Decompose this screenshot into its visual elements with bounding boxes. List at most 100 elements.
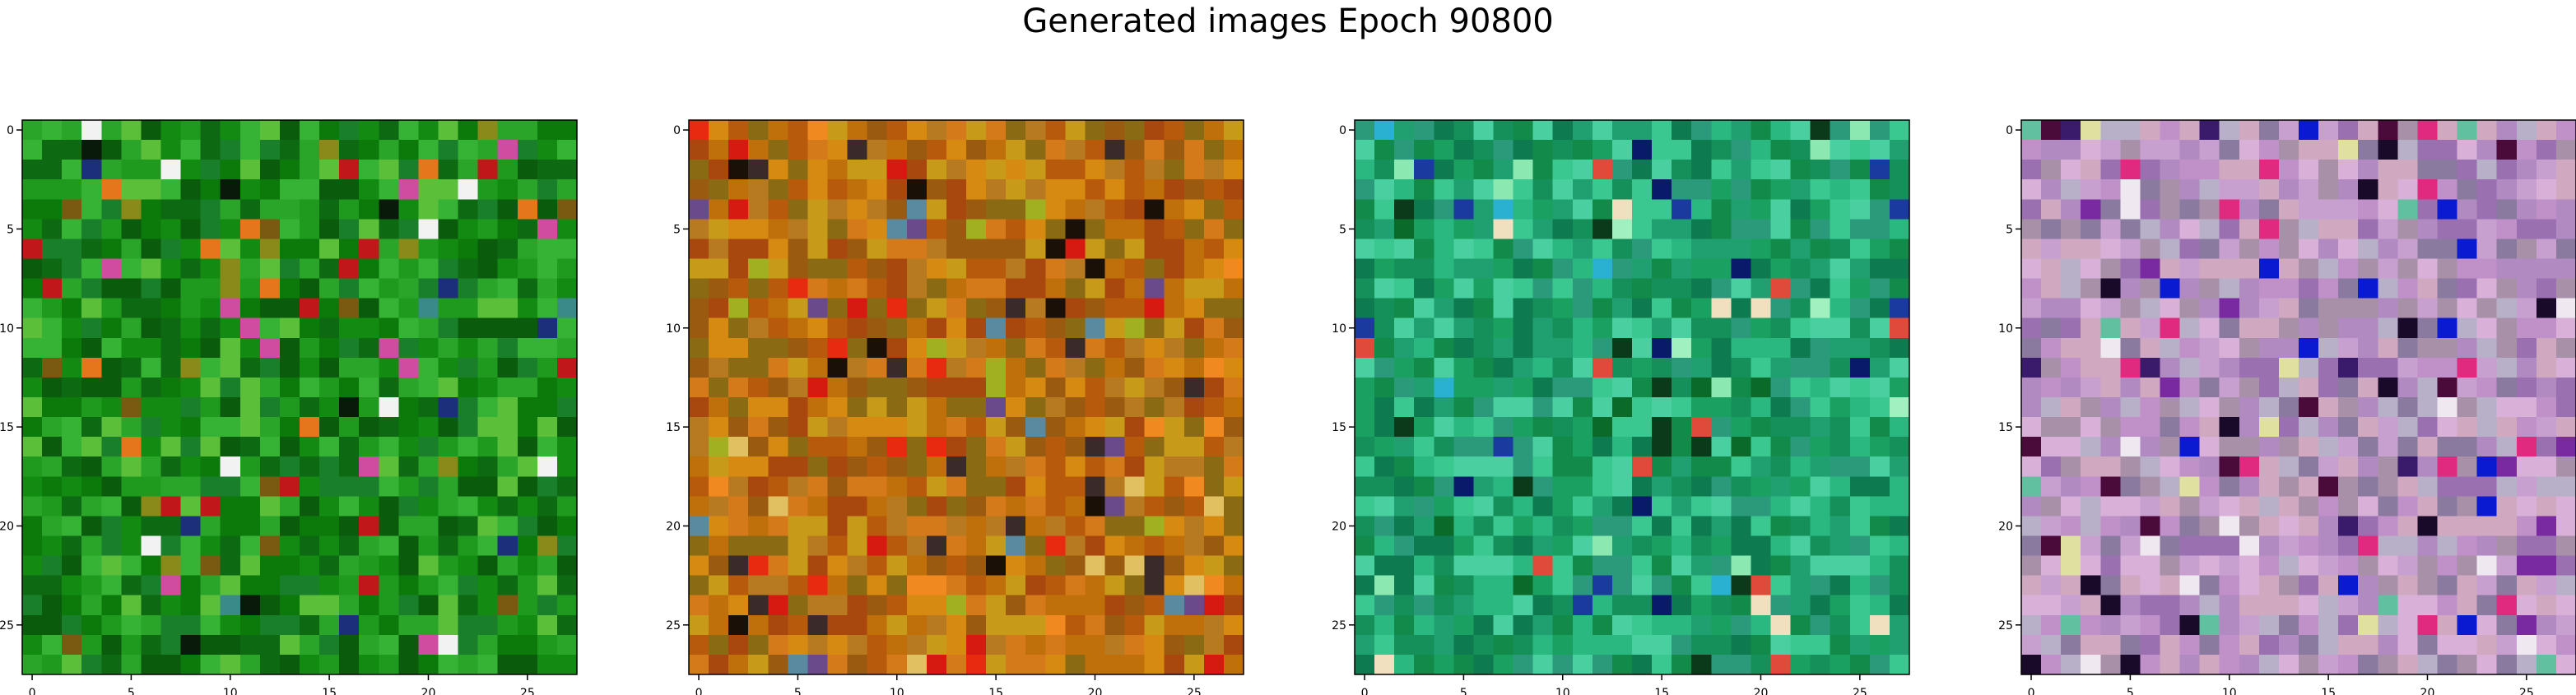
pixel-cell (2200, 516, 2220, 536)
pixel-cell (1573, 219, 1593, 239)
pixel-cell (828, 635, 849, 656)
pixel-cell (81, 437, 102, 457)
pixel-cell (1165, 378, 1185, 398)
pixel-cell (1731, 595, 1751, 616)
pixel-cell (359, 239, 379, 259)
pixel-cell (946, 496, 967, 517)
pixel-cell (748, 536, 769, 557)
pixel-cell (81, 556, 102, 577)
pixel-cell (1165, 299, 1185, 319)
pixel-cell (2259, 576, 2280, 596)
pixel-cell (1553, 279, 1574, 299)
pixel-cell (2338, 576, 2359, 596)
pixel-cell (221, 358, 241, 378)
pixel-cell (2140, 437, 2160, 457)
pixel-cell (2556, 239, 2576, 259)
pixel-cell (2061, 496, 2081, 517)
pixel-cell (1085, 219, 1105, 239)
pixel-cell (1125, 576, 1146, 596)
pixel-cell (62, 299, 82, 319)
pixel-cell (728, 437, 749, 457)
pixel-cell (1065, 239, 1086, 259)
pixel-cell (2338, 259, 2359, 280)
pixel-cell (1414, 595, 1434, 616)
pixel-cell (1434, 397, 1454, 418)
pixel-cell (1105, 556, 1126, 577)
pixel-cell (966, 516, 987, 536)
pixel-cell (1593, 476, 1613, 497)
pixel-cell (2200, 576, 2220, 596)
pixel-cell (2061, 397, 2081, 418)
pixel-cell (498, 417, 518, 438)
pixel-cell (62, 516, 82, 536)
pixel-cell (458, 378, 479, 398)
pixel-cell (748, 199, 769, 220)
pixel-cell (240, 536, 261, 557)
pixel-cell (1533, 516, 1554, 536)
pixel-cell (1494, 140, 1514, 160)
pixel-cell (807, 199, 828, 220)
pixel-cell (1652, 120, 1672, 141)
pixel-cell (418, 299, 439, 319)
pixel-cell (537, 259, 558, 280)
pixel-cell (2160, 655, 2181, 675)
pixel-cell (1394, 655, 1415, 675)
pixel-cell (907, 239, 928, 259)
pixel-cell (161, 358, 182, 378)
pixel-cell (2160, 279, 2181, 299)
pixel-cell (498, 279, 518, 299)
pixel-cell (1473, 456, 1494, 477)
pixel-cell (161, 437, 182, 457)
pixel-cell (439, 299, 459, 319)
y-tick-label: 15 (1332, 421, 1346, 434)
pixel-cell (2457, 279, 2478, 299)
pixel-cell (398, 437, 419, 457)
pixel-cell (141, 179, 161, 200)
pixel-cell (2279, 595, 2299, 616)
pixel-cell (1850, 576, 1871, 596)
pixel-cell (1691, 576, 1712, 596)
pixel-cell (81, 397, 102, 418)
pixel-cell (478, 299, 499, 319)
pixel-cell (1065, 536, 1086, 557)
pixel-cell (1612, 397, 1633, 418)
pixel-cell (887, 279, 908, 299)
pixel-cell (518, 338, 538, 359)
pixel-cell (1593, 140, 1613, 160)
pixel-cell (1533, 635, 1554, 656)
pixel-cell (1652, 595, 1672, 616)
pixel-cell (1374, 655, 1395, 675)
pixel-cell (867, 437, 888, 457)
pixel-cell (260, 299, 281, 319)
pixel-cell (2536, 318, 2557, 339)
pixel-cell (478, 199, 499, 220)
pixel-cell (1434, 556, 1454, 577)
pixel-cell (319, 299, 340, 319)
pixel-cell (709, 259, 729, 280)
pixel-cell (2021, 219, 2042, 239)
pixel-cell (1593, 358, 1613, 378)
pixel-cell (1731, 259, 1751, 280)
pixel-cell (1593, 536, 1613, 557)
pixel-cell (2259, 179, 2280, 200)
pixel-cell (1184, 239, 1205, 259)
pixel-cell (1830, 635, 1851, 656)
pixel-cell (240, 318, 261, 339)
pixel-cell (101, 595, 122, 616)
pixel-cell (2338, 536, 2359, 557)
pixel-cell (807, 299, 828, 319)
pixel-cell (1514, 239, 1534, 259)
pixel-cell (101, 140, 122, 160)
pixel-cell (2318, 179, 2339, 200)
pixel-cell (1025, 556, 1046, 577)
pixel-cell (498, 140, 518, 160)
pixel-cell (1573, 318, 1593, 339)
pixel-cell (1473, 199, 1494, 220)
pixel-cell (768, 456, 788, 477)
pixel-cell (1494, 378, 1514, 398)
pixel-cell (319, 338, 340, 359)
pixel-cell (748, 635, 769, 656)
pixel-cell (1691, 595, 1712, 616)
pixel-cell (2041, 179, 2062, 200)
pixel-cell (2180, 576, 2201, 596)
